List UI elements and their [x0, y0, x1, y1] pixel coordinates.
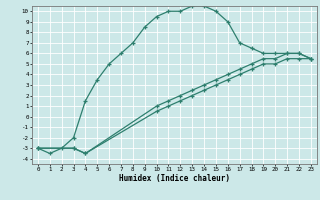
X-axis label: Humidex (Indice chaleur): Humidex (Indice chaleur): [119, 174, 230, 183]
